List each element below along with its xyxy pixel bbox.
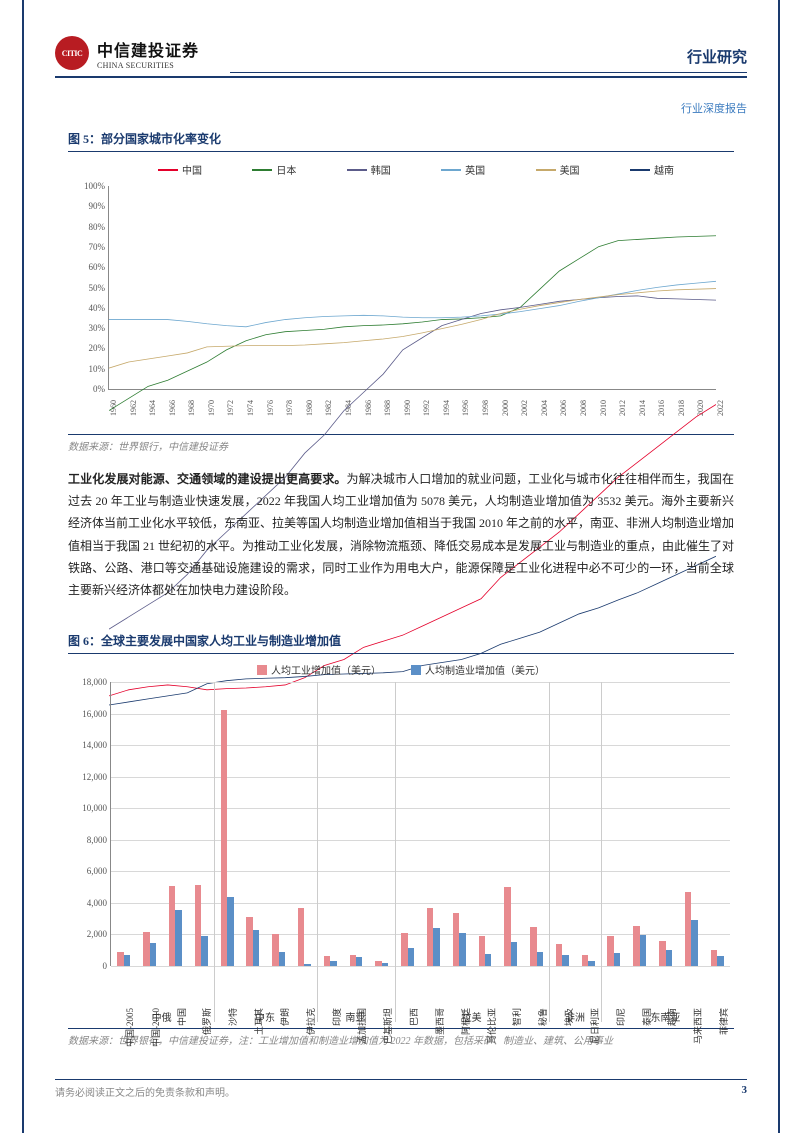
legend-item: 人均工业增加值（美元）	[257, 662, 381, 677]
page-header: CITIC 中信建投证券 CHINA SECURITIES 行业研究	[55, 36, 747, 96]
group-label: 非洲	[544, 1009, 606, 1024]
bar-manufacturing	[279, 952, 285, 966]
legend-item: 美国	[536, 162, 580, 177]
bar-manufacturing	[253, 930, 259, 966]
logo-block: CITIC 中信建投证券 CHINA SECURITIES	[55, 36, 747, 70]
ytick: 14,000	[69, 740, 107, 750]
bar-industry	[298, 908, 304, 966]
bars-layer	[111, 682, 730, 966]
bar-manufacturing	[562, 955, 568, 966]
bar-manufacturing	[408, 948, 414, 966]
legend-item: 中国	[158, 162, 202, 177]
header-subtitle: 行业深度报告	[681, 100, 747, 116]
ytick: 0%	[75, 384, 105, 394]
figure-6-chart: 人均工业增加值（美元）人均制造业增加值（美元） 02,0004,0006,000…	[68, 660, 734, 1022]
bar-manufacturing	[356, 957, 362, 966]
paragraph-rest: 为解决城市人口增加的就业问题，工业化与城市化往往相伴而生，我国在过去 20 年工…	[68, 472, 734, 597]
legend-item: 英国	[441, 162, 485, 177]
header-rule	[55, 76, 747, 78]
ytick: 8,000	[69, 835, 107, 845]
ytick: 18,000	[69, 677, 107, 687]
ytick: 40%	[75, 303, 105, 313]
legend-item: 越南	[630, 162, 674, 177]
figure-5-chart: 中国日本韩国英国美国越南 0%10%20%30%40%50%60%70%80%9…	[68, 158, 734, 428]
bar-manufacturing	[666, 950, 672, 966]
bar-manufacturing	[433, 928, 439, 966]
ytick: 90%	[75, 201, 105, 211]
figure-6-legend: 人均工业增加值（美元） 人均制造业增加值（美元）	[68, 662, 734, 677]
bar-manufacturing	[175, 910, 181, 966]
bar-manufacturing	[640, 935, 646, 966]
figure-5-legend: 中国 日本 韩国 英国 美国 越南	[158, 162, 674, 177]
group-label: 东南亚	[634, 1009, 696, 1024]
bold-lead: 工业化发展对能源、交通领域的建设提出更高要求。	[68, 472, 347, 486]
bar-manufacturing	[691, 920, 697, 966]
ytick: 16,000	[69, 709, 107, 719]
legend-item: 日本	[252, 162, 296, 177]
xtick: 2022	[716, 400, 725, 416]
ytick: 4,000	[69, 898, 107, 908]
legend-item: 韩国	[347, 162, 391, 177]
ytick: 20%	[75, 343, 105, 353]
page-number: 3	[742, 1084, 748, 1099]
bar-manufacturing	[717, 956, 723, 966]
page-footer: 请务必阅读正文之后的免责条款和声明。 3	[55, 1079, 747, 1099]
logo-text-cn: 中信建投证券	[97, 37, 199, 61]
logo-text-en: CHINA SECURITIES	[97, 61, 199, 70]
bar-manufacturing	[485, 954, 491, 966]
header-category: 行业研究	[687, 46, 747, 67]
group-label: 南亚	[324, 1009, 386, 1024]
ytick: 12,000	[69, 772, 107, 782]
ytick: 50%	[75, 283, 105, 293]
ytick: 2,000	[69, 929, 107, 939]
figure-6-section: 图 6：全球主要发展中国家人均工业与制造业增加值 人均工业增加值（美元） 人均制造…	[68, 632, 734, 1047]
group-label: 拉美	[441, 1009, 503, 1024]
ytick: 100%	[75, 181, 105, 191]
side-rule-left	[22, 0, 24, 1133]
ytick: 60%	[75, 262, 105, 272]
bar-manufacturing	[614, 953, 620, 966]
group-label: 中俄	[131, 1009, 193, 1024]
bar-manufacturing	[124, 955, 130, 966]
ytick: 0	[69, 961, 107, 971]
bar-manufacturing	[459, 933, 465, 966]
body-paragraph: 工业化发展对能源、交通领域的建设提出更高要求。为解决城市人口增加的就业问题，工业…	[68, 468, 734, 601]
figure-5-title: 图 5：部分国家城市化率变化	[68, 130, 734, 152]
ytick: 6,000	[69, 866, 107, 876]
bar-manufacturing	[227, 897, 233, 966]
ytick: 70%	[75, 242, 105, 252]
group-label: 中东	[234, 1009, 296, 1024]
figure-6-plot-area: 02,0004,0006,0008,00010,00012,00014,0001…	[110, 682, 730, 966]
bar-manufacturing	[511, 942, 517, 966]
header-thin-rule	[230, 72, 747, 73]
figure-5-section: 图 5：部分国家城市化率变化 中国日本韩国英国美国越南 0%10%20%30%4…	[68, 130, 734, 453]
bar-manufacturing	[537, 952, 543, 966]
ytick: 30%	[75, 323, 105, 333]
figure-6-group-labels: 中俄 中东 南亚 拉美 非洲 东南亚	[110, 1010, 730, 1024]
legend-item: 人均制造业增加值（美元）	[411, 662, 545, 677]
bar-manufacturing	[201, 936, 207, 966]
ytick: 10,000	[69, 803, 107, 813]
figure-6-source: 数据来源：世界银行，中信建投证券，注：工业增加值和制造业增加值为 2022 年数…	[68, 1028, 734, 1047]
figure-5-plot-area: 0%10%20%30%40%50%60%70%80%90%100%1960196…	[108, 186, 716, 390]
side-rule-right	[778, 0, 780, 1133]
ytick: 10%	[75, 364, 105, 374]
footer-disclaimer: 请务必阅读正文之后的免责条款和声明。	[55, 1084, 235, 1099]
bar-manufacturing	[150, 943, 156, 966]
ytick: 80%	[75, 222, 105, 232]
logo-circle-icon: CITIC	[55, 36, 89, 70]
figure-6-title: 图 6：全球主要发展中国家人均工业与制造业增加值	[68, 632, 734, 654]
